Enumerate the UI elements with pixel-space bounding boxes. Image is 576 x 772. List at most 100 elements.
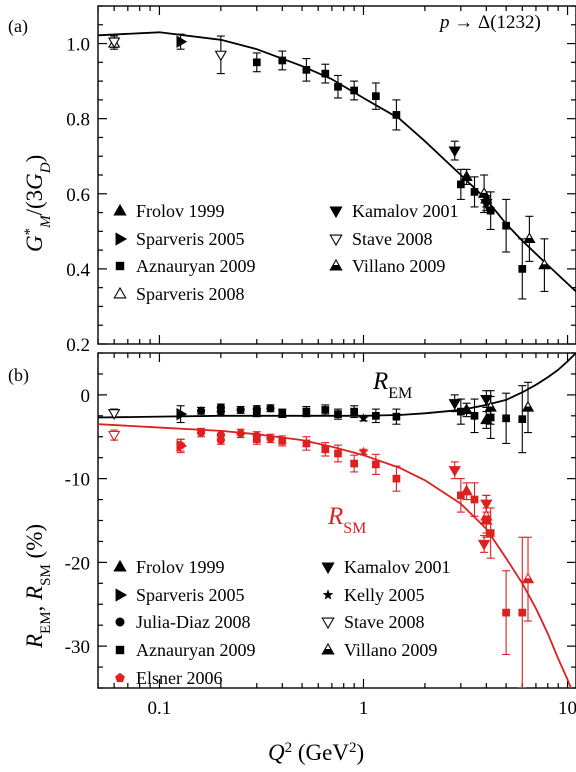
legend-a-label: Kamalov 2001 (352, 201, 458, 221)
data-point (518, 265, 527, 273)
data-point (302, 407, 311, 416)
data-point (448, 146, 461, 158)
theory-curve (98, 31, 576, 293)
data-point (266, 434, 275, 443)
y-tick-label: 1.0 (66, 35, 90, 56)
data-point (302, 65, 311, 74)
data-point (216, 403, 225, 412)
data-point (252, 408, 261, 417)
data-point (372, 92, 380, 100)
data-point (518, 608, 527, 617)
data-point (196, 428, 206, 437)
y-tick-label: -20 (65, 553, 90, 574)
data-point (252, 58, 261, 67)
legend-b-label: Elsner 2006 (136, 668, 222, 688)
data-point (358, 446, 369, 457)
data-point (252, 435, 261, 444)
legend-b-label: Kamalov 2001 (344, 557, 450, 577)
data-point (176, 35, 188, 48)
legend-a-marker (113, 286, 127, 299)
data-point (334, 449, 342, 458)
data-point (214, 50, 228, 62)
data-point (486, 529, 495, 537)
legend-a-label: Sparveris 2005 (136, 229, 244, 249)
data-point (523, 232, 536, 243)
legend-b-marker (115, 588, 128, 602)
data-point (278, 409, 287, 418)
rsm-curve-label: RSM (327, 503, 366, 537)
legend-b-label: Aznauryan 2009 (136, 640, 255, 660)
data-point (448, 466, 461, 477)
data-point (350, 407, 359, 416)
data-point (278, 437, 287, 445)
y-tick-label: 0.2 (66, 335, 90, 356)
theory-curve (98, 423, 572, 688)
legend-b-label: Kelly 2005 (344, 585, 425, 605)
legend-a-marker (115, 261, 125, 271)
x-tick-label: 0.1 (148, 698, 172, 719)
panel-a-ylabel: G*M/(3GD) (22, 155, 54, 252)
data-point (470, 411, 479, 420)
data-point (521, 572, 535, 584)
data-point (457, 491, 465, 500)
data-point (448, 399, 461, 410)
data-point (321, 406, 330, 414)
data-point (392, 111, 401, 119)
legend-b-marker (321, 562, 335, 575)
panel-a-plot: 0.2 0.4 0.6 0.8 1.0 Frolov 1999 Sparveris 2005… (66, 5, 576, 356)
panel-b-data-area (98, 353, 576, 688)
legend-b-label: Sparveris 2005 (136, 585, 244, 605)
data-point (457, 407, 465, 416)
y-tick-label: -10 (65, 470, 90, 491)
data-point (538, 258, 551, 270)
data-point (477, 539, 491, 551)
theory-curve (98, 353, 576, 419)
legend-b-label: Villano 2009 (344, 640, 437, 660)
data-point (236, 429, 245, 438)
data-point (502, 414, 510, 423)
y-tick-label: 0.6 (66, 185, 90, 206)
data-point (486, 206, 495, 215)
data-point (350, 86, 359, 95)
legend-b-marker (321, 617, 335, 630)
data-point (484, 400, 497, 412)
data-point (372, 460, 380, 469)
legend-a-marker (329, 258, 343, 271)
legend-b-label: Stave 2008 (344, 612, 425, 632)
panel-b-plot: 0.1 1 10 -30 -20 -10 0 Frolov 1999 Sparveris 200… (65, 352, 576, 719)
data-point (502, 221, 510, 230)
legend-b-label: Julia-Diaz 2008 (136, 612, 250, 632)
panel-b-ylabel: REM, RSM (%) (22, 524, 54, 649)
legend-a-marker (115, 232, 128, 246)
data-point (321, 69, 330, 78)
data-point (358, 413, 369, 423)
legend-b-marker (115, 617, 125, 627)
legend-a-label: Villano 2009 (352, 256, 445, 276)
legend-b-marker (322, 589, 334, 600)
data-point (196, 406, 206, 415)
data-point (321, 445, 330, 454)
data-point (176, 407, 188, 421)
data-point (334, 410, 342, 418)
data-point (107, 430, 121, 442)
x-tick-label: 10 (558, 698, 576, 719)
data-point (470, 188, 479, 196)
data-point (392, 474, 401, 483)
legend-a-label: Frolov 1999 (136, 201, 225, 221)
data-point (176, 440, 186, 449)
data-point (266, 404, 275, 413)
data-point (334, 82, 342, 91)
legend-b-marker (115, 672, 125, 683)
legend-a-marker (329, 234, 343, 247)
data-point (392, 412, 401, 421)
rem-curve-label: REM (372, 368, 412, 402)
data-point (470, 495, 479, 504)
y-tick-label: 0.4 (66, 260, 90, 281)
data-point (480, 509, 493, 521)
data-point (350, 459, 359, 468)
data-point (480, 394, 493, 406)
data-point (372, 411, 380, 420)
panel-a-annotation: p → Δ(1232) (438, 12, 541, 33)
data-point (521, 400, 535, 412)
